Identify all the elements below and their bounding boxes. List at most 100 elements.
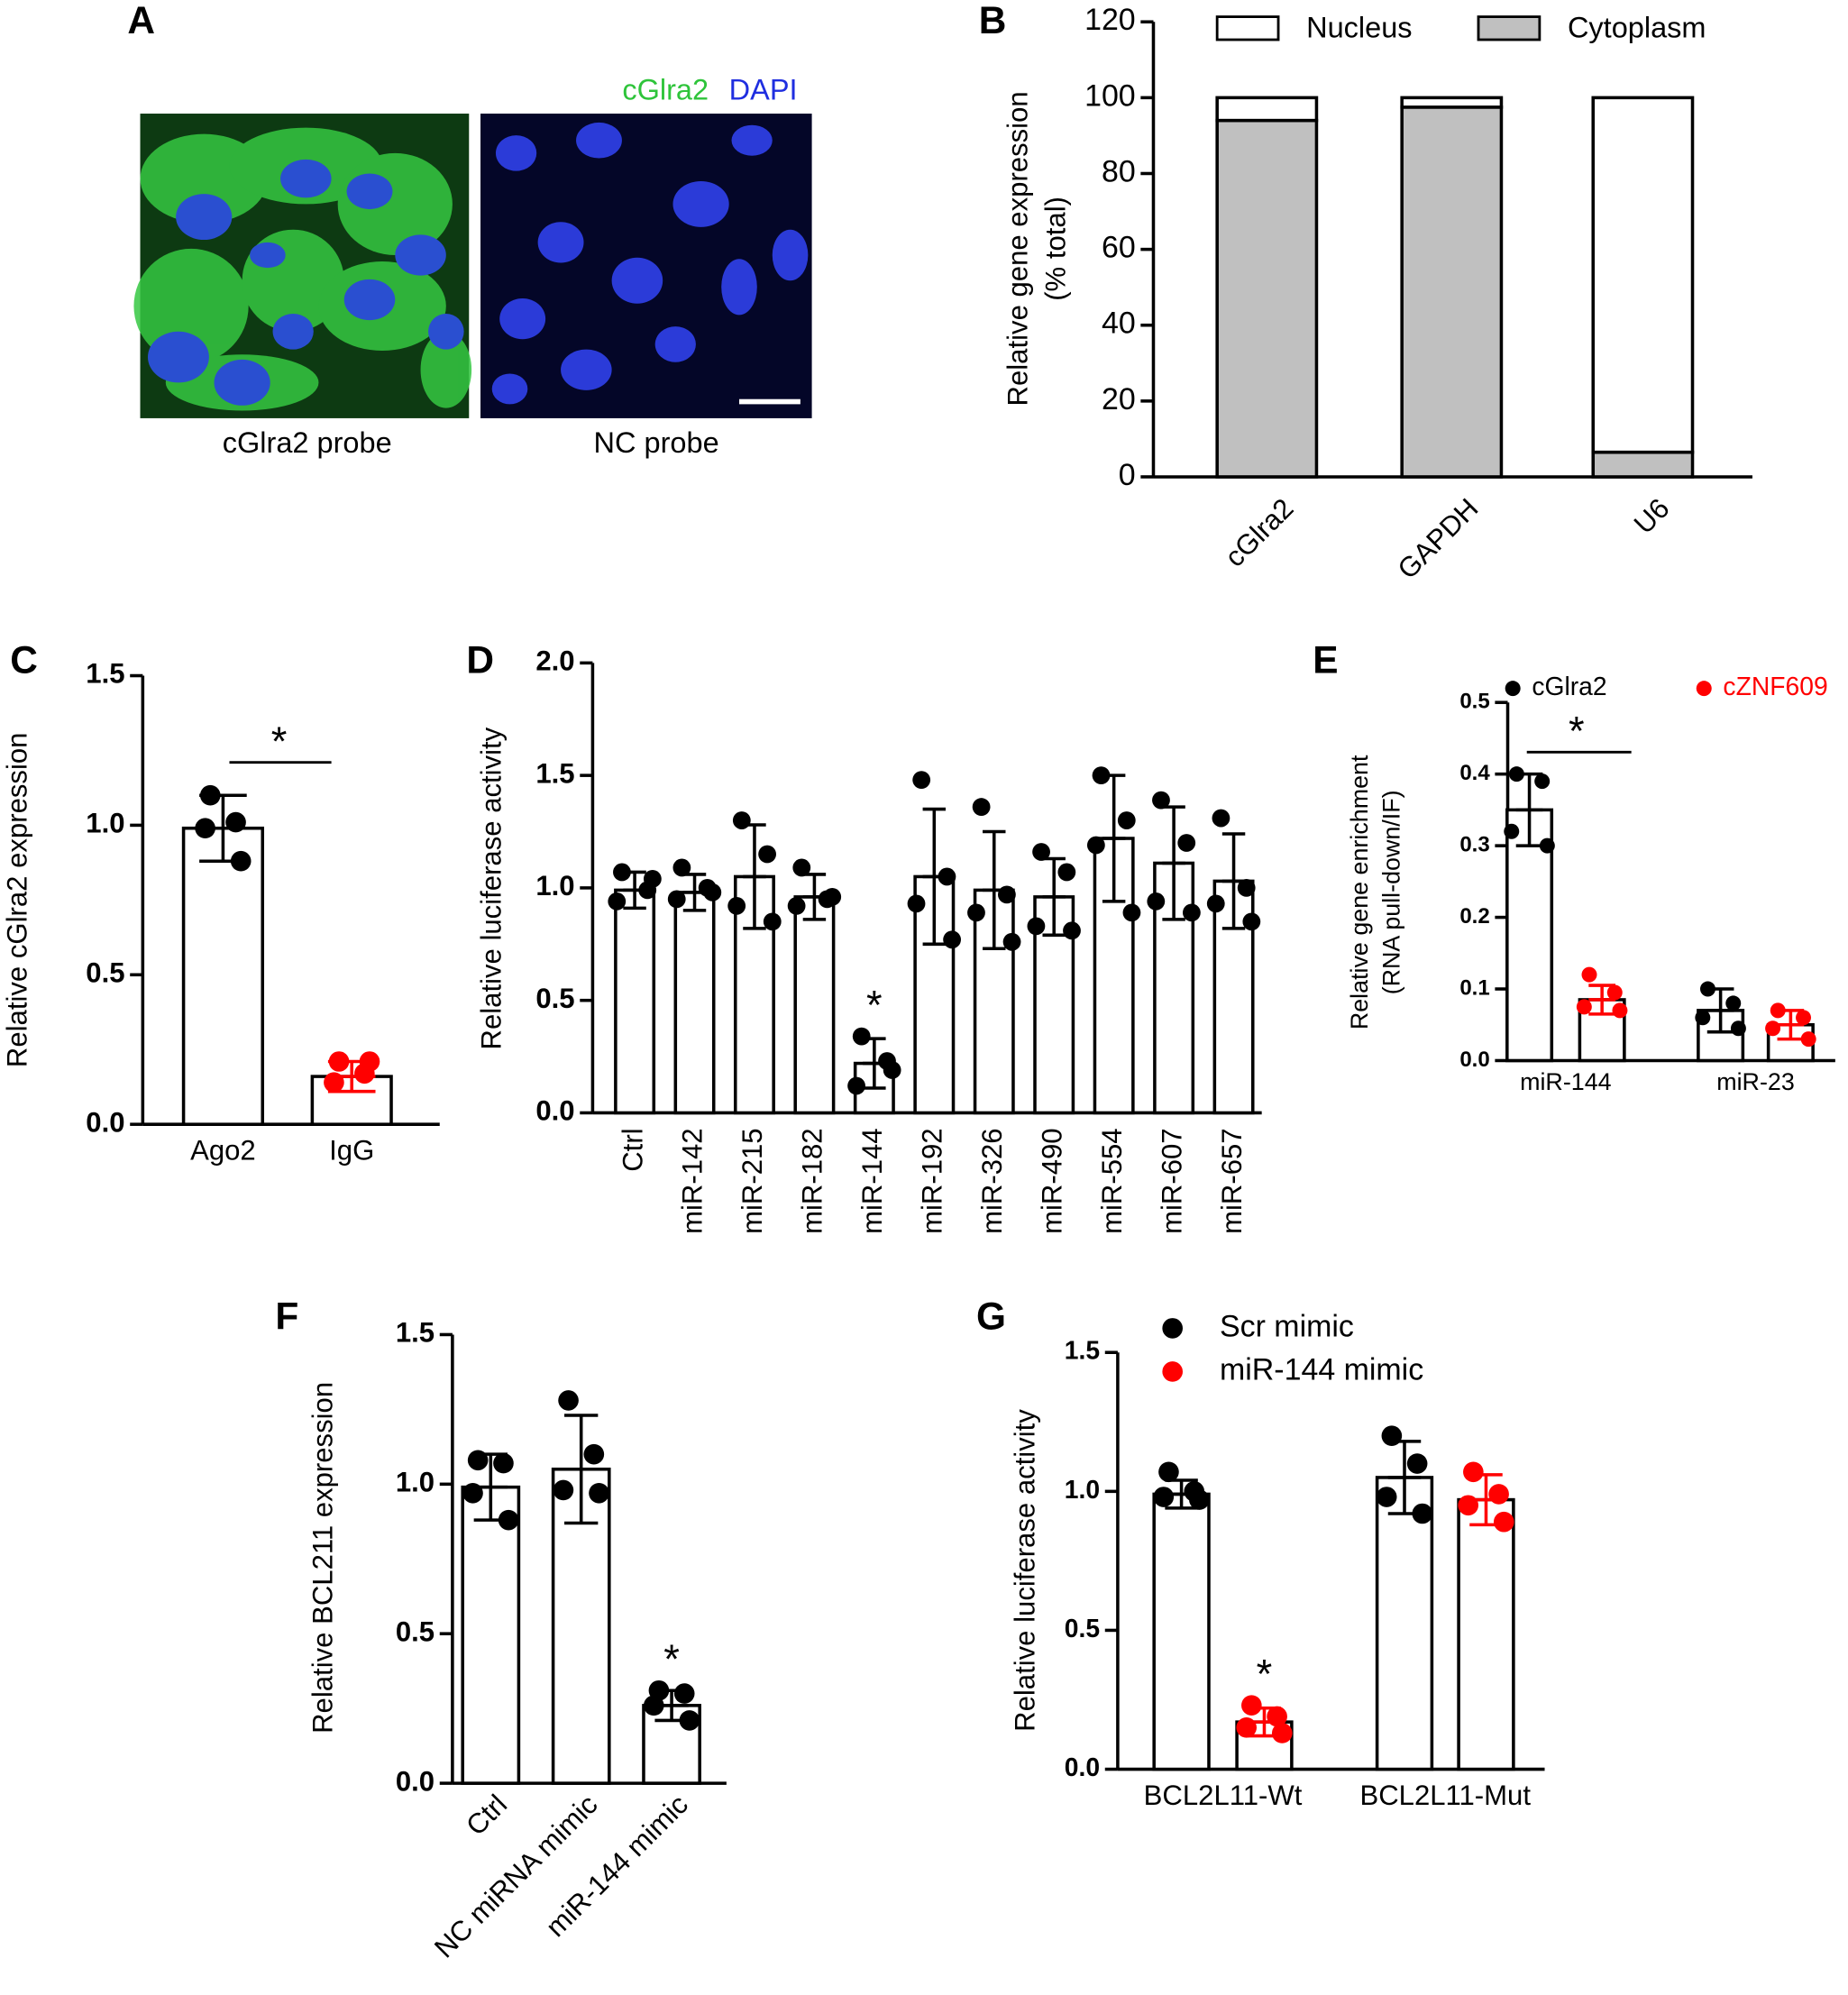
data-point [1539, 837, 1555, 854]
data-point [1800, 1031, 1816, 1048]
data-point [1765, 1020, 1781, 1037]
data-point [643, 1695, 664, 1716]
data-point [608, 892, 627, 911]
data-point [1027, 917, 1046, 936]
y-tick-label: 0.5 [535, 983, 574, 1014]
y-tick-label: 0.5 [1065, 1614, 1100, 1643]
y-tick-label: 0.5 [86, 957, 124, 989]
data-point [493, 1452, 514, 1474]
data-point [792, 858, 811, 877]
bar [673, 891, 716, 1115]
bar [1505, 808, 1554, 1063]
y-tick-label: 1.5 [1065, 1336, 1100, 1365]
legend-marker [1162, 1318, 1183, 1339]
y-axis-label: (% total) [1040, 197, 1072, 301]
data-point [1117, 811, 1136, 829]
data-point [1576, 999, 1592, 1015]
data-point [589, 1482, 609, 1504]
data-point [967, 903, 985, 922]
y-tick-label: 1.0 [535, 870, 574, 901]
x-tick-label: miR-182 [797, 1128, 828, 1234]
data-point [1002, 932, 1021, 951]
y-axis-label: Relative BCL211 expression [307, 1382, 339, 1734]
y-tick-label: 20 [1102, 382, 1136, 416]
data-point [972, 798, 991, 816]
data-point [787, 896, 806, 915]
legend-text: miR-144 mimic [1220, 1352, 1423, 1386]
y-axis-label: Relative gene enrichment [1346, 755, 1373, 1030]
y-axis-label: Relative cGlra2 expression [1, 733, 32, 1068]
bar-segment [1215, 118, 1319, 479]
significance-marker: * [663, 1636, 680, 1682]
bar [793, 895, 836, 1115]
data-point [938, 867, 956, 886]
data-point [553, 1479, 574, 1501]
bar [181, 826, 265, 1126]
legend-swatch [1215, 15, 1280, 41]
data-point [467, 1450, 489, 1471]
y-tick-label: 0.4 [1459, 761, 1490, 785]
y-tick-label: 0.0 [535, 1095, 574, 1127]
data-point [1770, 1002, 1786, 1019]
caption: cGlra2 probe [223, 426, 392, 459]
bar [1457, 1497, 1515, 1771]
data-point [1504, 823, 1520, 839]
legend-text: cZNF609 [1723, 672, 1827, 700]
panel-label: G [976, 1295, 1006, 1338]
data-point [1493, 1511, 1514, 1533]
data-point [1153, 1487, 1175, 1507]
bar-segment [1591, 96, 1695, 454]
data-point [1063, 921, 1081, 940]
data-point [1271, 1723, 1293, 1743]
x-tick-label: BCL2L11-Wt [1144, 1780, 1303, 1811]
y-tick-label: 60 [1102, 231, 1136, 265]
legend-text: Cytoplasm [1568, 11, 1706, 43]
data-point [1267, 1706, 1287, 1727]
data-point [1412, 1503, 1433, 1524]
data-point [1581, 966, 1597, 983]
panel-label: A [127, 0, 155, 41]
legend-text: Scr mimic [1220, 1309, 1354, 1343]
data-point [1032, 843, 1050, 861]
data-point [1534, 773, 1551, 790]
panel-label: E [1313, 639, 1338, 682]
data-point [1236, 1717, 1257, 1738]
panel-label: D [466, 639, 494, 682]
data-point [1463, 1461, 1484, 1483]
y-tick-label: 100 [1084, 78, 1136, 113]
data-point [883, 1061, 901, 1079]
data-point [998, 885, 1016, 904]
data-point [1212, 809, 1230, 828]
legend-marker [1505, 681, 1521, 697]
data-point [643, 870, 662, 888]
data-point [1242, 912, 1261, 931]
legend-marker [1162, 1361, 1183, 1382]
significance-marker: * [866, 982, 883, 1028]
bar [461, 1485, 521, 1785]
data-point [195, 818, 215, 839]
y-tick-label: 0.0 [86, 1106, 124, 1138]
y-tick-label: 0.3 [1459, 832, 1489, 856]
x-tick-label: miR-192 [917, 1128, 948, 1234]
y-tick-label: 1.5 [86, 658, 124, 690]
bar-segment [1400, 96, 1504, 109]
x-tick-label: miR-23 [1716, 1068, 1795, 1095]
y-tick-label: 0.5 [396, 1615, 435, 1647]
bar [614, 888, 656, 1115]
significance-marker: * [1257, 1652, 1273, 1698]
bar [1152, 1492, 1211, 1771]
x-tick-label: miR-142 [677, 1128, 709, 1234]
bar [1375, 1476, 1434, 1771]
data-point [727, 896, 746, 915]
data-point [1376, 1487, 1397, 1507]
x-tick-label: cGlra2 [1219, 492, 1300, 573]
data-point [230, 850, 252, 872]
x-tick-label: GAPDH [1392, 492, 1485, 585]
data-point [703, 883, 722, 901]
data-point [912, 771, 931, 790]
data-point [328, 1051, 350, 1072]
y-tick-label: 0.0 [1065, 1752, 1100, 1781]
data-point [1057, 863, 1076, 882]
